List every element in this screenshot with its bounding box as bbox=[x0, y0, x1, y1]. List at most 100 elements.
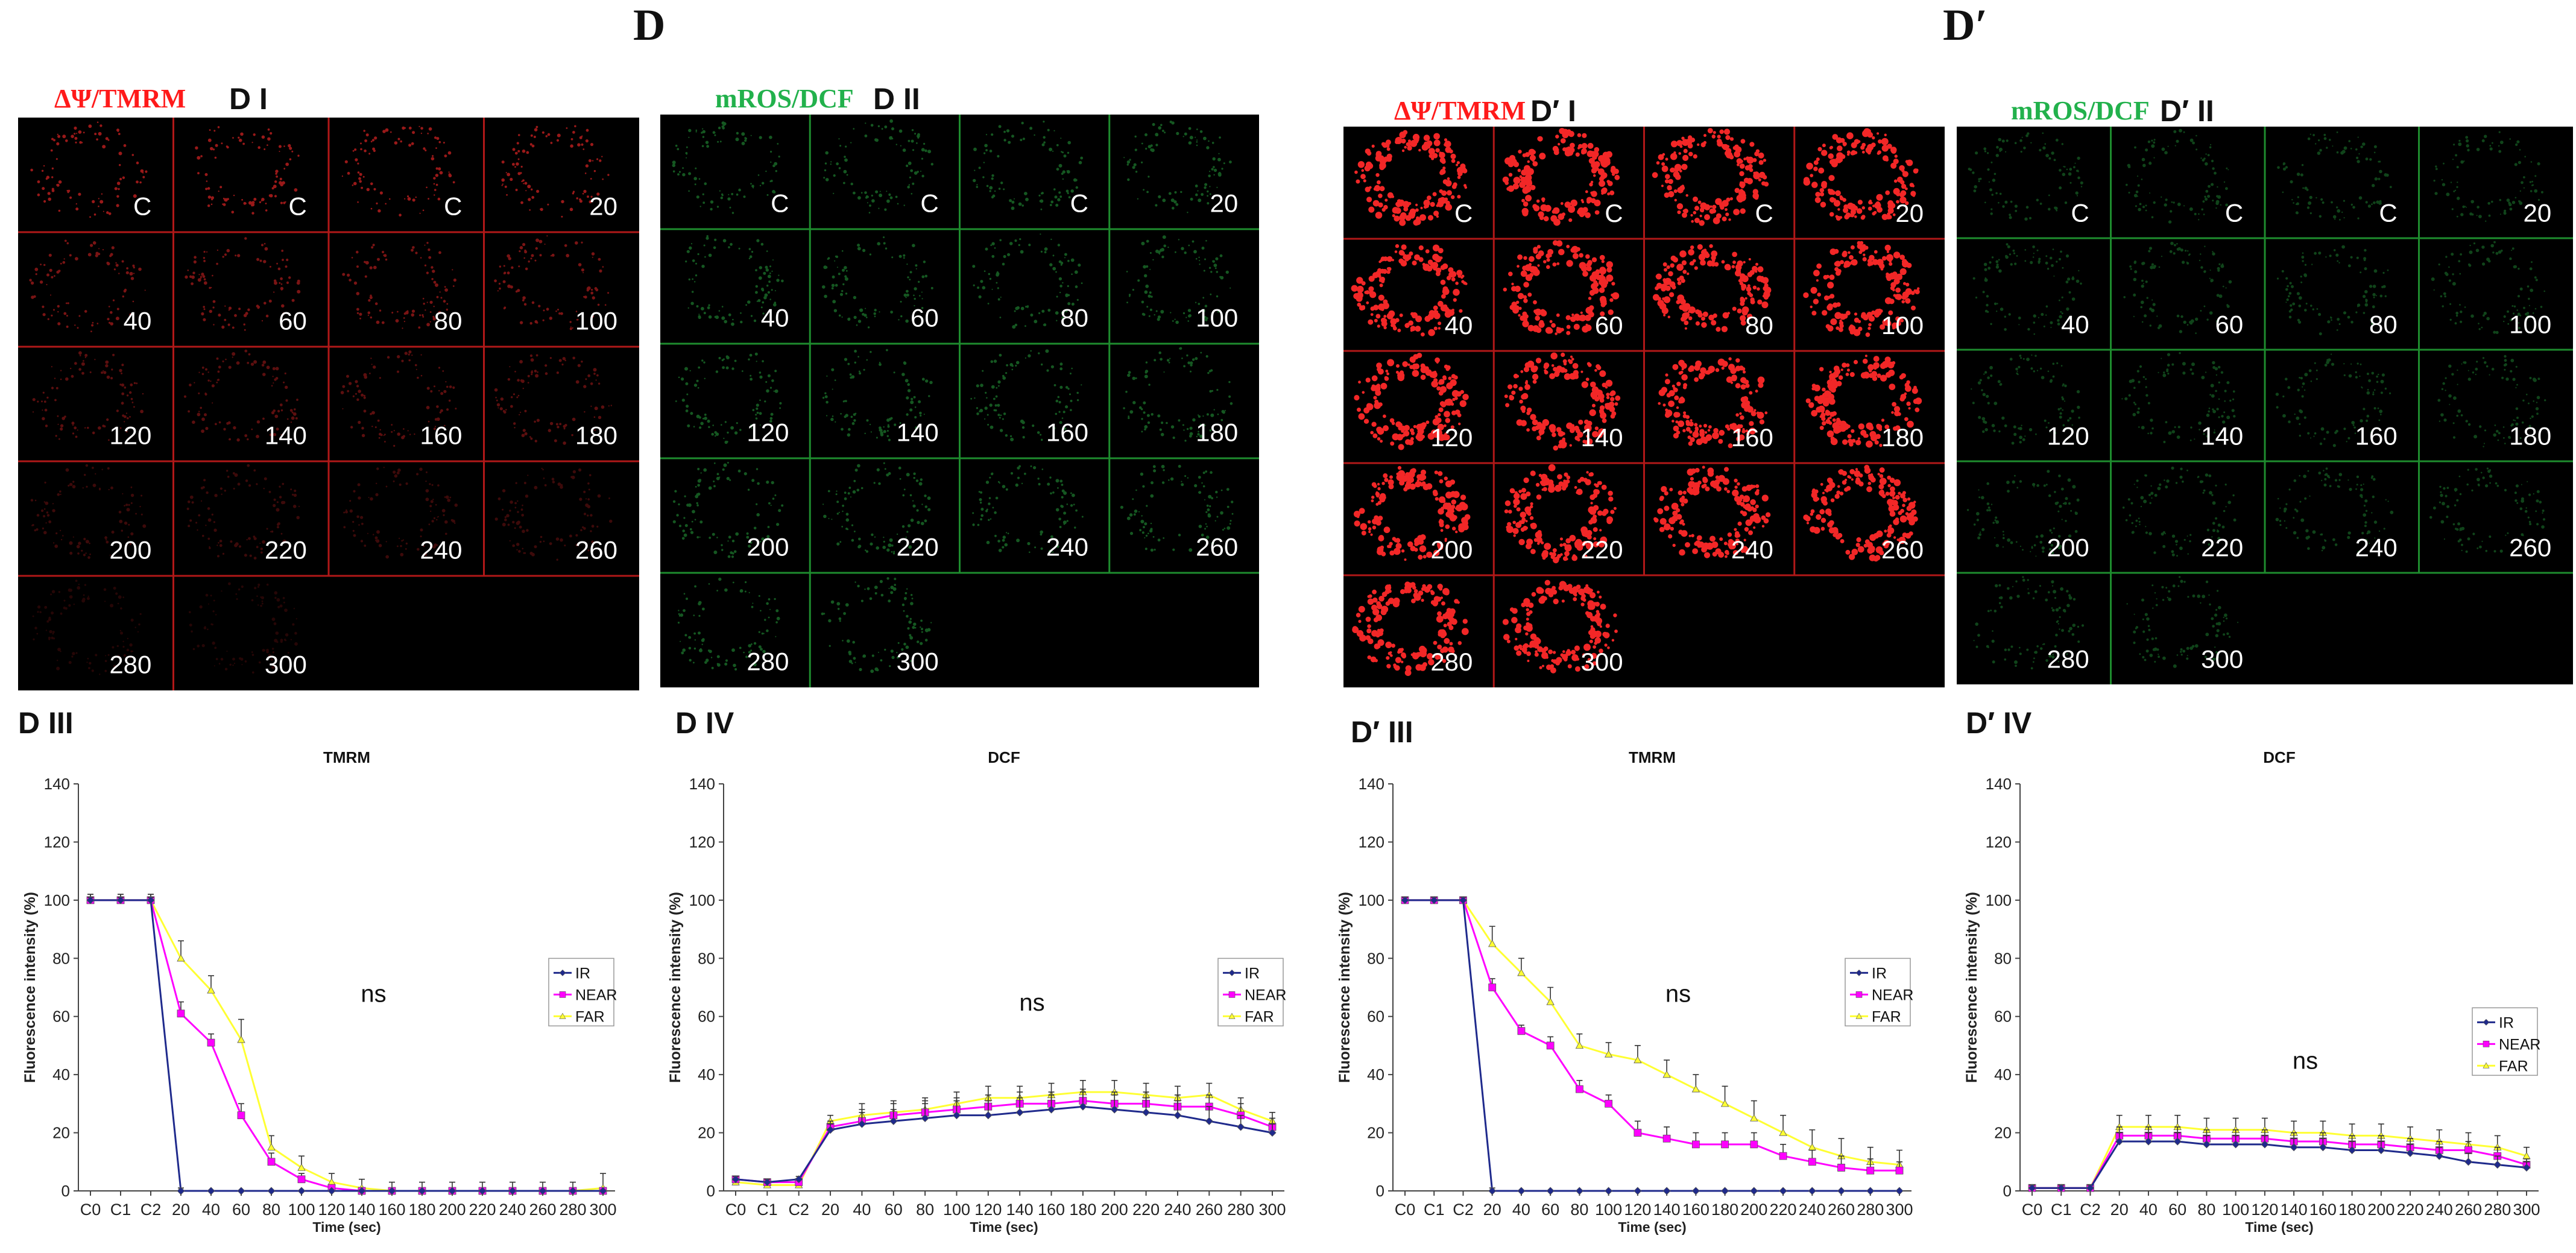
x-tick-label: 120 bbox=[1624, 1201, 1651, 1219]
data-point bbox=[207, 986, 215, 994]
chart-label-DpIII: D′ III bbox=[1351, 715, 1413, 749]
y-tick-label: 140 bbox=[1986, 775, 2012, 793]
data-point bbox=[2464, 1158, 2473, 1166]
sub-DI: D I bbox=[229, 82, 268, 116]
x-tick-label: 20 bbox=[172, 1201, 190, 1219]
data-point bbox=[1488, 983, 1497, 991]
series-near bbox=[731, 1088, 1277, 1186]
image-grid-DpI: C C C 20 40 60 80 100 120 140 160 180 200 220 240 260 28… bbox=[1343, 127, 1945, 687]
x-tick-label: 160 bbox=[1038, 1201, 1065, 1219]
data-point bbox=[1047, 1105, 1056, 1114]
data-point bbox=[1895, 1187, 1904, 1195]
series-line bbox=[735, 1099, 1273, 1183]
data-point bbox=[1895, 1166, 1904, 1175]
cell-time-label: 220 bbox=[2201, 533, 2243, 561]
cell-image bbox=[30, 121, 148, 218]
cell-image bbox=[2429, 467, 2546, 553]
cell-time-label: C bbox=[1755, 199, 1773, 227]
cell-image bbox=[823, 119, 933, 213]
series-line bbox=[90, 899, 603, 1192]
cell-image bbox=[183, 349, 298, 442]
y-tick-label: 100 bbox=[689, 891, 715, 909]
data-point bbox=[1691, 1140, 1700, 1149]
cell-image bbox=[341, 125, 455, 216]
data-point bbox=[1634, 1056, 1642, 1064]
cell-image bbox=[1504, 352, 1621, 451]
cell-time-label: 40 bbox=[124, 307, 152, 335]
cell-image bbox=[672, 461, 784, 558]
cell-image bbox=[342, 242, 457, 329]
cell-time-label: 220 bbox=[1581, 535, 1623, 564]
y-tick-label: 60 bbox=[52, 1008, 70, 1026]
cell-image bbox=[675, 352, 782, 444]
significance-annotation: ns bbox=[1665, 981, 1691, 1008]
x-tick-label: 160 bbox=[1682, 1201, 1709, 1219]
cell-time-label: 200 bbox=[2047, 533, 2089, 561]
cell-time-label: 120 bbox=[1430, 423, 1473, 452]
cell-time-label: 180 bbox=[2509, 421, 2551, 450]
data-point bbox=[538, 1187, 547, 1195]
data-point bbox=[2406, 1149, 2414, 1157]
data-point bbox=[599, 1187, 607, 1195]
y-axis-label: Fluorescence intensity (%) bbox=[1963, 892, 1980, 1083]
data-point bbox=[237, 1035, 245, 1043]
data-point bbox=[1837, 1187, 1846, 1195]
cell-image bbox=[186, 464, 300, 560]
data-point bbox=[1808, 1158, 1816, 1166]
series-ir bbox=[86, 896, 607, 1195]
sub-DpII: D′ II bbox=[2160, 94, 2214, 128]
data-point bbox=[857, 1120, 866, 1128]
cell-image bbox=[340, 350, 457, 447]
data-point bbox=[1575, 1187, 1583, 1195]
cell-time-label: 300 bbox=[265, 651, 307, 679]
cell-image bbox=[2431, 241, 2545, 334]
x-tick-label: 120 bbox=[2251, 1201, 2278, 1219]
legend-label: IR bbox=[1872, 965, 1887, 982]
x-tick-label: 140 bbox=[1653, 1201, 1681, 1219]
data-point bbox=[1866, 1187, 1875, 1195]
cell-image bbox=[1123, 347, 1233, 442]
cell-time-label: 280 bbox=[109, 651, 151, 679]
x-tick-label: 280 bbox=[1227, 1201, 1254, 1219]
data-point bbox=[2261, 1140, 2269, 1149]
x-tick-label: 260 bbox=[2455, 1201, 2482, 1219]
cell-image bbox=[1120, 464, 1234, 552]
chart-DpIII: TMRM 0 20 40 60 80 100 120 140 C0 C1 C2 20 40 60 80 100 1… bbox=[1327, 712, 1948, 1248]
x-axis-label: Time (sec) bbox=[1618, 1219, 1686, 1235]
data-point bbox=[1546, 1041, 1555, 1050]
cell-time-label: 240 bbox=[2355, 533, 2398, 561]
image-grid-svg: C C C 20 40 60 80 100 120 140 160 180 200 220 240 260 28… bbox=[1957, 127, 2573, 684]
cell-time-label: 140 bbox=[265, 421, 307, 450]
data-point bbox=[1808, 1187, 1816, 1195]
data-point bbox=[1575, 1041, 1584, 1049]
x-tick-label: 80 bbox=[262, 1201, 280, 1219]
cell-image bbox=[2122, 466, 2237, 557]
cell-time-label: 180 bbox=[575, 421, 617, 450]
y-tick-label: 40 bbox=[1994, 1065, 2012, 1084]
x-tick-label: 300 bbox=[2513, 1201, 2540, 1219]
cell-image bbox=[185, 237, 301, 331]
y-axis-label: Fluorescence intensity (%) bbox=[1336, 892, 1353, 1083]
data-point bbox=[1237, 1123, 1245, 1131]
x-axis-label: Time (sec) bbox=[2245, 1219, 2313, 1235]
data-point bbox=[1605, 1187, 1613, 1195]
x-tick-label: 200 bbox=[1101, 1201, 1128, 1219]
x-tick-label: 220 bbox=[469, 1201, 496, 1219]
data-point bbox=[1634, 1187, 1642, 1195]
x-tick-label: 280 bbox=[1857, 1201, 1884, 1219]
cell-time-label: 80 bbox=[1745, 311, 1773, 339]
data-point bbox=[1866, 1166, 1875, 1175]
y-tick-label: 20 bbox=[52, 1124, 70, 1142]
data-point bbox=[1750, 1187, 1758, 1195]
cell-image bbox=[677, 577, 780, 671]
cell-image bbox=[2275, 353, 2391, 447]
data-point bbox=[1079, 1102, 1087, 1111]
chart-DIV: DCF 0 20 40 60 80 100 120 140 C0 C1 C2 20 40 60 80 100 12… bbox=[657, 712, 1321, 1248]
x-tick-label: 100 bbox=[1595, 1201, 1622, 1219]
cell-time-label: 180 bbox=[1881, 423, 1924, 452]
cell-image bbox=[822, 462, 931, 555]
data-point bbox=[2057, 1184, 2065, 1192]
cell-time-label: 20 bbox=[1895, 199, 1924, 227]
y-tick-label: 80 bbox=[52, 949, 70, 967]
